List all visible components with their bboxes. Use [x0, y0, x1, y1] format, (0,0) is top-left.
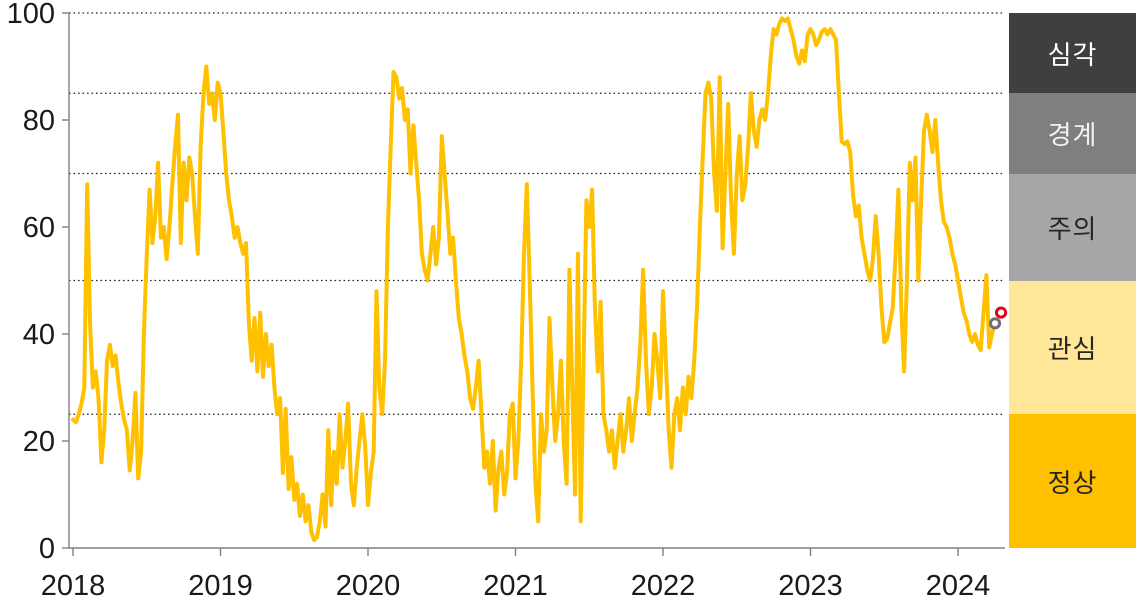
y-axis-tick-label: 100: [7, 0, 55, 30]
legend-band-label: 경계: [1047, 119, 1098, 150]
legend-band-label: 정상: [1047, 467, 1098, 498]
y-axis-tick-label: 0: [39, 533, 55, 565]
latest-point-marker: [994, 306, 1008, 319]
legend-band-caution: 주의: [1009, 173, 1136, 281]
x-axis-tick-label: 2019: [188, 570, 253, 602]
legend-band-label: 주의: [1047, 213, 1098, 244]
legend-band-normal: 정상: [1009, 414, 1136, 548]
x-axis-tick-label: 2018: [41, 570, 106, 602]
stress-index-line: [71, 16, 997, 542]
legend-band-label: 관심: [1047, 333, 1098, 364]
legend-band-severe: 심각: [1009, 13, 1136, 94]
legend-band-label: 심각: [1047, 39, 1098, 70]
y-axis-tick-label: 80: [23, 105, 55, 137]
x-axis-tick-label: 2024: [926, 570, 991, 602]
x-axis-tick-label: 2020: [336, 570, 401, 602]
y-axis-tick-label: 60: [23, 212, 55, 244]
x-axis-tick-label: 2022: [631, 570, 696, 602]
legend-band-alert: 경계: [1009, 93, 1136, 174]
y-axis-tick-label: 40: [23, 319, 55, 351]
x-axis-tick-label: 2021: [483, 570, 548, 602]
legend-band-interest: 관심: [1009, 280, 1136, 415]
previous-point-marker: [988, 317, 1002, 330]
risk-level-legend: 심각 경계 주의 관심 정상: [1009, 13, 1136, 548]
x-axis-tick-label: 2023: [778, 570, 843, 602]
y-axis-tick-label: 20: [23, 426, 55, 458]
